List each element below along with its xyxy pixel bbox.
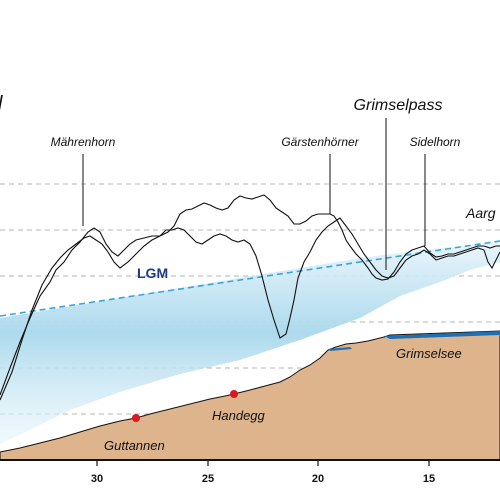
lgm-label: LGM <box>137 265 168 281</box>
grimselsee-label: Grimselsee <box>396 346 462 361</box>
village-marker-guttannen <box>132 414 140 422</box>
handegg-label: Handegg <box>212 408 266 423</box>
aarg-label: Aarg <box>465 205 496 221</box>
valley-floor-terrain <box>0 330 500 461</box>
axis-tick-label: 30 <box>91 473 103 485</box>
lgm-ice-body <box>0 242 500 444</box>
axis-tick-label: 25 <box>202 473 214 485</box>
maehrenhorn-label: Mährenhorn <box>51 135 116 149</box>
village-marker-handegg <box>230 390 238 398</box>
small-lake <box>328 347 352 351</box>
grimselsee-lake <box>384 331 500 339</box>
ridge-profile-a <box>0 194 500 401</box>
grimselpass-label: Grimselpass <box>354 97 443 114</box>
gaerstenhoerner-label: Gärstenhörner <box>281 135 359 149</box>
lgm-surface-line <box>0 240 500 317</box>
axis-tick-label: 15 <box>423 473 435 485</box>
ridge-profile-b <box>0 217 500 396</box>
sidelhorn-label: Sidelhorn <box>410 135 461 149</box>
axis-tick-label: 20 <box>312 473 324 485</box>
guttannen-label: Guttannen <box>104 438 165 453</box>
partial-left-label: l <box>0 93 3 115</box>
